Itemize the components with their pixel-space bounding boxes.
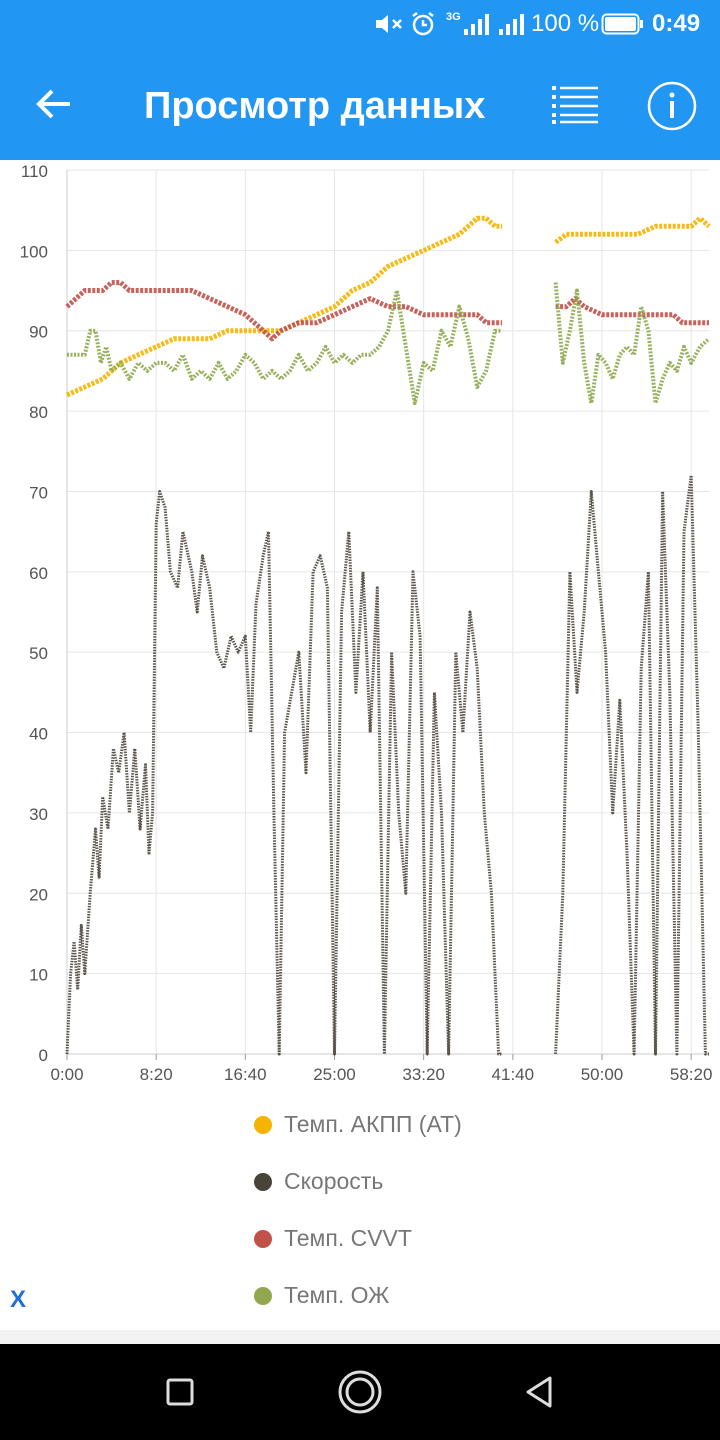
bottom-strip [0,1330,720,1344]
y-tick-label: 100 [20,242,48,261]
chart-area: 0 10 20 30 40 50 60 70 80 90 100 110 0:00 8:20 16:40 25… [0,160,720,1340]
status-time: 0:49 [652,10,701,37]
navigation-bar [0,1344,720,1440]
series-line-3-segment-0 [67,288,503,406]
y-tick-label: 60 [29,564,48,583]
series-line-3-segment-1 [553,282,711,406]
legend-dot-at-temp [254,1116,272,1134]
y-tick-label: 80 [29,403,48,422]
app-bar: Просмотр данных [0,48,720,160]
status-bar: 3G 100 % 0:49 [0,0,720,48]
y-tick-label: 40 [29,725,48,744]
nav-home-circle-icon[interactable] [336,1368,384,1416]
data-chart[interactable]: 0 10 20 30 40 50 60 70 80 90 100 110 0:00 8:20 16:40 25… [0,160,720,1280]
nav-back-triangle-icon[interactable] [522,1374,558,1410]
network-label: 3G [446,11,461,23]
arrow-left-icon[interactable] [34,86,74,122]
x-tick-label: 0:00 [50,1065,83,1084]
signal-icon-1 [464,14,489,35]
legend-label-coolant-temp: Темп. ОЖ [284,1282,390,1308]
x-tick-label: 8:20 [140,1065,173,1084]
legend-label-cvvt-temp: Темп. CVVT [284,1225,412,1251]
info-icon[interactable] [646,80,698,132]
y-tick-label: 110 [21,162,48,181]
legend-label-speed: Скорость [284,1168,384,1194]
x-tick-label: 33:20 [402,1065,445,1084]
close-button[interactable]: X [10,1286,27,1313]
y-tick-label: 20 [29,885,48,904]
y-tick-label: 70 [29,483,48,502]
battery-icon [601,13,643,35]
speaker-mute-icon [376,15,402,33]
x-tick-label: 25:00 [313,1065,356,1084]
page-title: Просмотр данных [144,85,486,127]
series-line-0-segment-1 [554,215,711,245]
y-tick-label: 30 [29,805,48,824]
y-tick-label: 0 [39,1046,48,1065]
list-icon[interactable] [550,84,602,124]
x-tick-label: 58:20 [670,1065,713,1084]
series-line-1-segment-1 [554,473,709,1056]
signal-icon-2 [499,14,524,35]
legend-dot-cvvt-temp [254,1230,272,1248]
legend-dot-speed [254,1173,272,1191]
x-tick-label: 16:40 [224,1065,267,1084]
y-tick-label: 10 [29,966,48,985]
x-tick-label: 50:00 [581,1065,624,1084]
series-line-0-segment-0 [65,215,503,398]
legend-label-at-temp: Темп. АКПП (AT) [284,1111,462,1137]
x-tick-label: 41:40 [492,1065,535,1084]
series-line-1-segment-0 [65,490,503,1056]
series-line-2-segment-0 [65,280,503,342]
y-tick-label: 90 [29,323,48,342]
battery-percent: 100 % [531,10,600,37]
y-tick-label: 50 [29,644,48,663]
alarm-clock-icon [412,12,434,36]
nav-recent-square-icon[interactable] [164,1376,196,1408]
legend-dot-coolant-temp [254,1287,272,1305]
